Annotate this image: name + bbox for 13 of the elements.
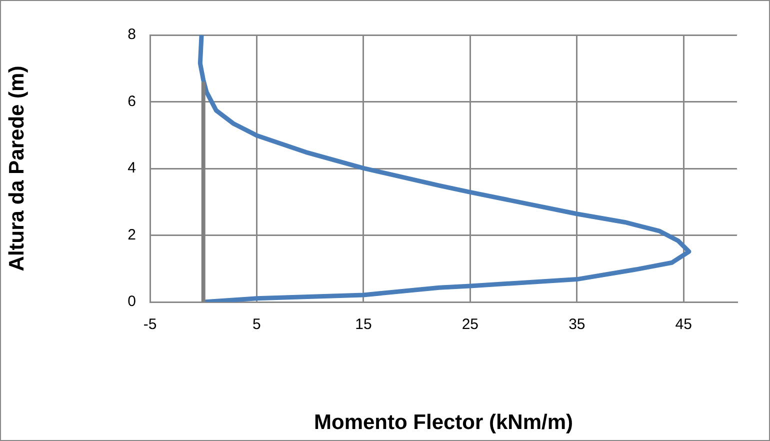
y-axis-title: Altura da Parede (m) bbox=[5, 66, 28, 272]
y-tick-label: 0 bbox=[128, 293, 136, 310]
x-tick-label: 35 bbox=[568, 316, 586, 334]
y-tick-label: 2 bbox=[128, 226, 136, 244]
x-tick-label: 45 bbox=[675, 316, 692, 334]
x-tick-label: 15 bbox=[355, 316, 372, 334]
y-tick-label: 4 bbox=[128, 160, 136, 177]
x-axis-title: Momento Flector (kNm/m) bbox=[314, 411, 574, 434]
x-tick-label: 5 bbox=[252, 316, 261, 334]
y-tick-label: 8 bbox=[128, 26, 136, 44]
x-tick-label: -5 bbox=[143, 316, 157, 334]
x-tick-label: 25 bbox=[462, 316, 479, 334]
y-tick-label: 6 bbox=[128, 92, 136, 110]
